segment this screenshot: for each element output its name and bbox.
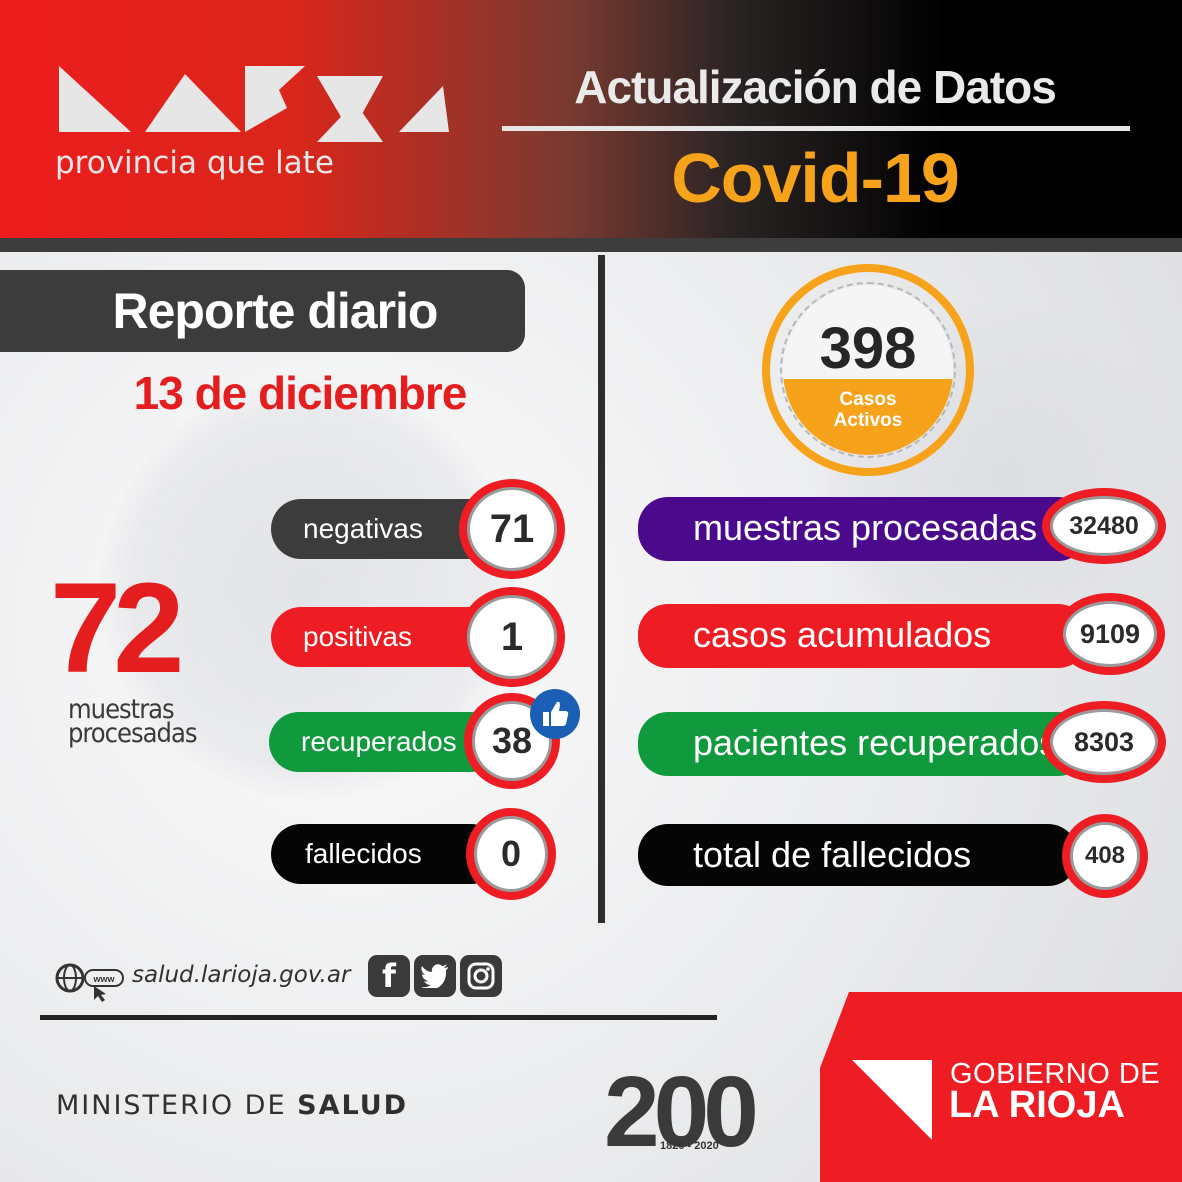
footer-rule — [40, 1015, 717, 1020]
stat-label: casos acumulados — [693, 614, 992, 655]
globe-icon: www — [55, 963, 124, 1002]
stat-label: positivas — [303, 621, 412, 652]
facebook-icon[interactable]: f — [368, 955, 410, 997]
stat-label: negativas — [303, 513, 423, 544]
column-divider — [598, 255, 605, 923]
daily-samples-label-line2: procesadas — [68, 718, 197, 749]
stat-value: 8303 — [1050, 709, 1158, 775]
active-cases-value: 398 — [819, 316, 917, 381]
stat-value: 1 — [467, 595, 557, 679]
instagram-icon[interactable] — [460, 955, 502, 997]
stat-badge: 408 — [1062, 814, 1148, 898]
bicentennial-years: 1820 - 2020 — [660, 1140, 719, 1152]
stat-badge: 32480 — [1042, 488, 1166, 564]
www-label: www — [92, 974, 115, 984]
la-rioja-logo — [59, 66, 449, 142]
stat-value: 32480 — [1050, 496, 1158, 556]
thumbs-up-icon — [530, 689, 580, 739]
stat-recuperados: recuperados — [269, 712, 501, 772]
stat-value: 0 — [474, 816, 548, 892]
stat-label: fallecidos — [305, 838, 422, 869]
stat-casos-acumulados: casos acumulados — [638, 604, 1088, 668]
active-cases-circle: 398 Casos Activos — [783, 285, 953, 455]
active-cases-label-line2: Activos — [833, 410, 903, 431]
cursor-icon — [94, 986, 106, 1002]
twitter-icon[interactable] — [414, 955, 456, 997]
stat-muestras-procesadas: muestras procesadas — [638, 497, 1088, 561]
title-rule — [502, 126, 1130, 131]
stat-badge: 1 — [459, 587, 565, 687]
stat-fallecidos: fallecidos — [271, 824, 501, 884]
ministry-name: SALUD — [297, 1090, 409, 1121]
report-title: Reporte diario — [112, 283, 439, 339]
government-logo — [852, 1060, 932, 1140]
stat-badge: 71 — [459, 479, 565, 579]
stat-pacientes-recuperados: pacientes recuperados — [638, 712, 1088, 776]
ministry-label: MINISTERIO DE SALUD — [56, 1090, 408, 1121]
stat-label: total de fallecidos — [693, 834, 972, 875]
page-title: Actualización de Datos — [574, 61, 1057, 113]
daily-samples-total: 72 — [50, 557, 184, 700]
active-cases-label-line1: Casos — [839, 389, 897, 410]
daily-samples-label-line1: muestras — [68, 694, 175, 725]
government-label-line2: LA RIOJA — [949, 1084, 1125, 1126]
report-date: 13 de diciembre — [133, 367, 468, 419]
daily-samples-label: muestras procesadas — [68, 694, 197, 749]
report-title-box: Reporte diario — [0, 270, 525, 352]
stat-label: muestras procesadas — [693, 507, 1038, 548]
stat-total-fallecidos: total de fallecidos — [638, 824, 1078, 886]
government-label-line1: GOBIERNO DE — [950, 1058, 1161, 1090]
header-divider-strip — [0, 238, 1182, 252]
website-link[interactable]: salud.larioja.gov.ar — [132, 962, 351, 988]
stat-value: 9109 — [1063, 601, 1157, 667]
logo-tagline: provincia que late — [55, 145, 334, 181]
page-subtitle: Covid-19 — [671, 139, 960, 217]
active-cases-fill — [783, 379, 953, 455]
stat-badge: 8303 — [1042, 701, 1166, 783]
stat-label: pacientes recuperados — [693, 722, 1058, 763]
stat-badge: 0 — [466, 808, 556, 900]
stat-badge: 9109 — [1055, 593, 1165, 675]
stat-value: 408 — [1070, 822, 1140, 890]
active-cases-ring — [762, 264, 974, 476]
ministry-prefix: MINISTERIO DE — [56, 1090, 287, 1121]
active-cases-dashed-ring — [780, 282, 956, 458]
stat-value: 71 — [467, 487, 557, 571]
stat-label: recuperados — [301, 726, 457, 757]
bicentennial-logo: 200 — [604, 1056, 759, 1168]
active-cases-label: Casos Activos — [783, 389, 953, 431]
